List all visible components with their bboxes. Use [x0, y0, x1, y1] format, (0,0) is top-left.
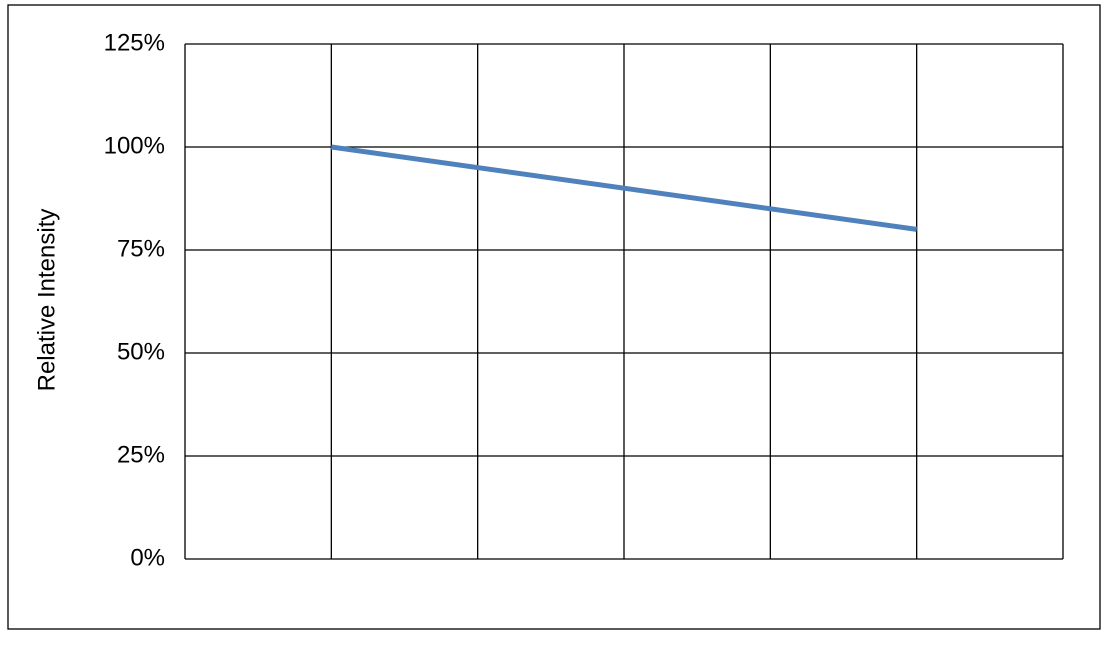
- line: [330, 144, 918, 232]
- y-tick-label: 100%: [104, 132, 165, 159]
- y-tick-label: 50%: [117, 338, 165, 365]
- y-tick-label: 0%: [130, 544, 165, 571]
- y-tick-label: 75%: [117, 235, 165, 262]
- y-tick-label: 25%: [117, 441, 165, 468]
- chart-frame: [7, 4, 1101, 630]
- y-tick-label: 125%: [104, 29, 165, 56]
- y-axis-title: Relative Intensity: [33, 209, 60, 392]
